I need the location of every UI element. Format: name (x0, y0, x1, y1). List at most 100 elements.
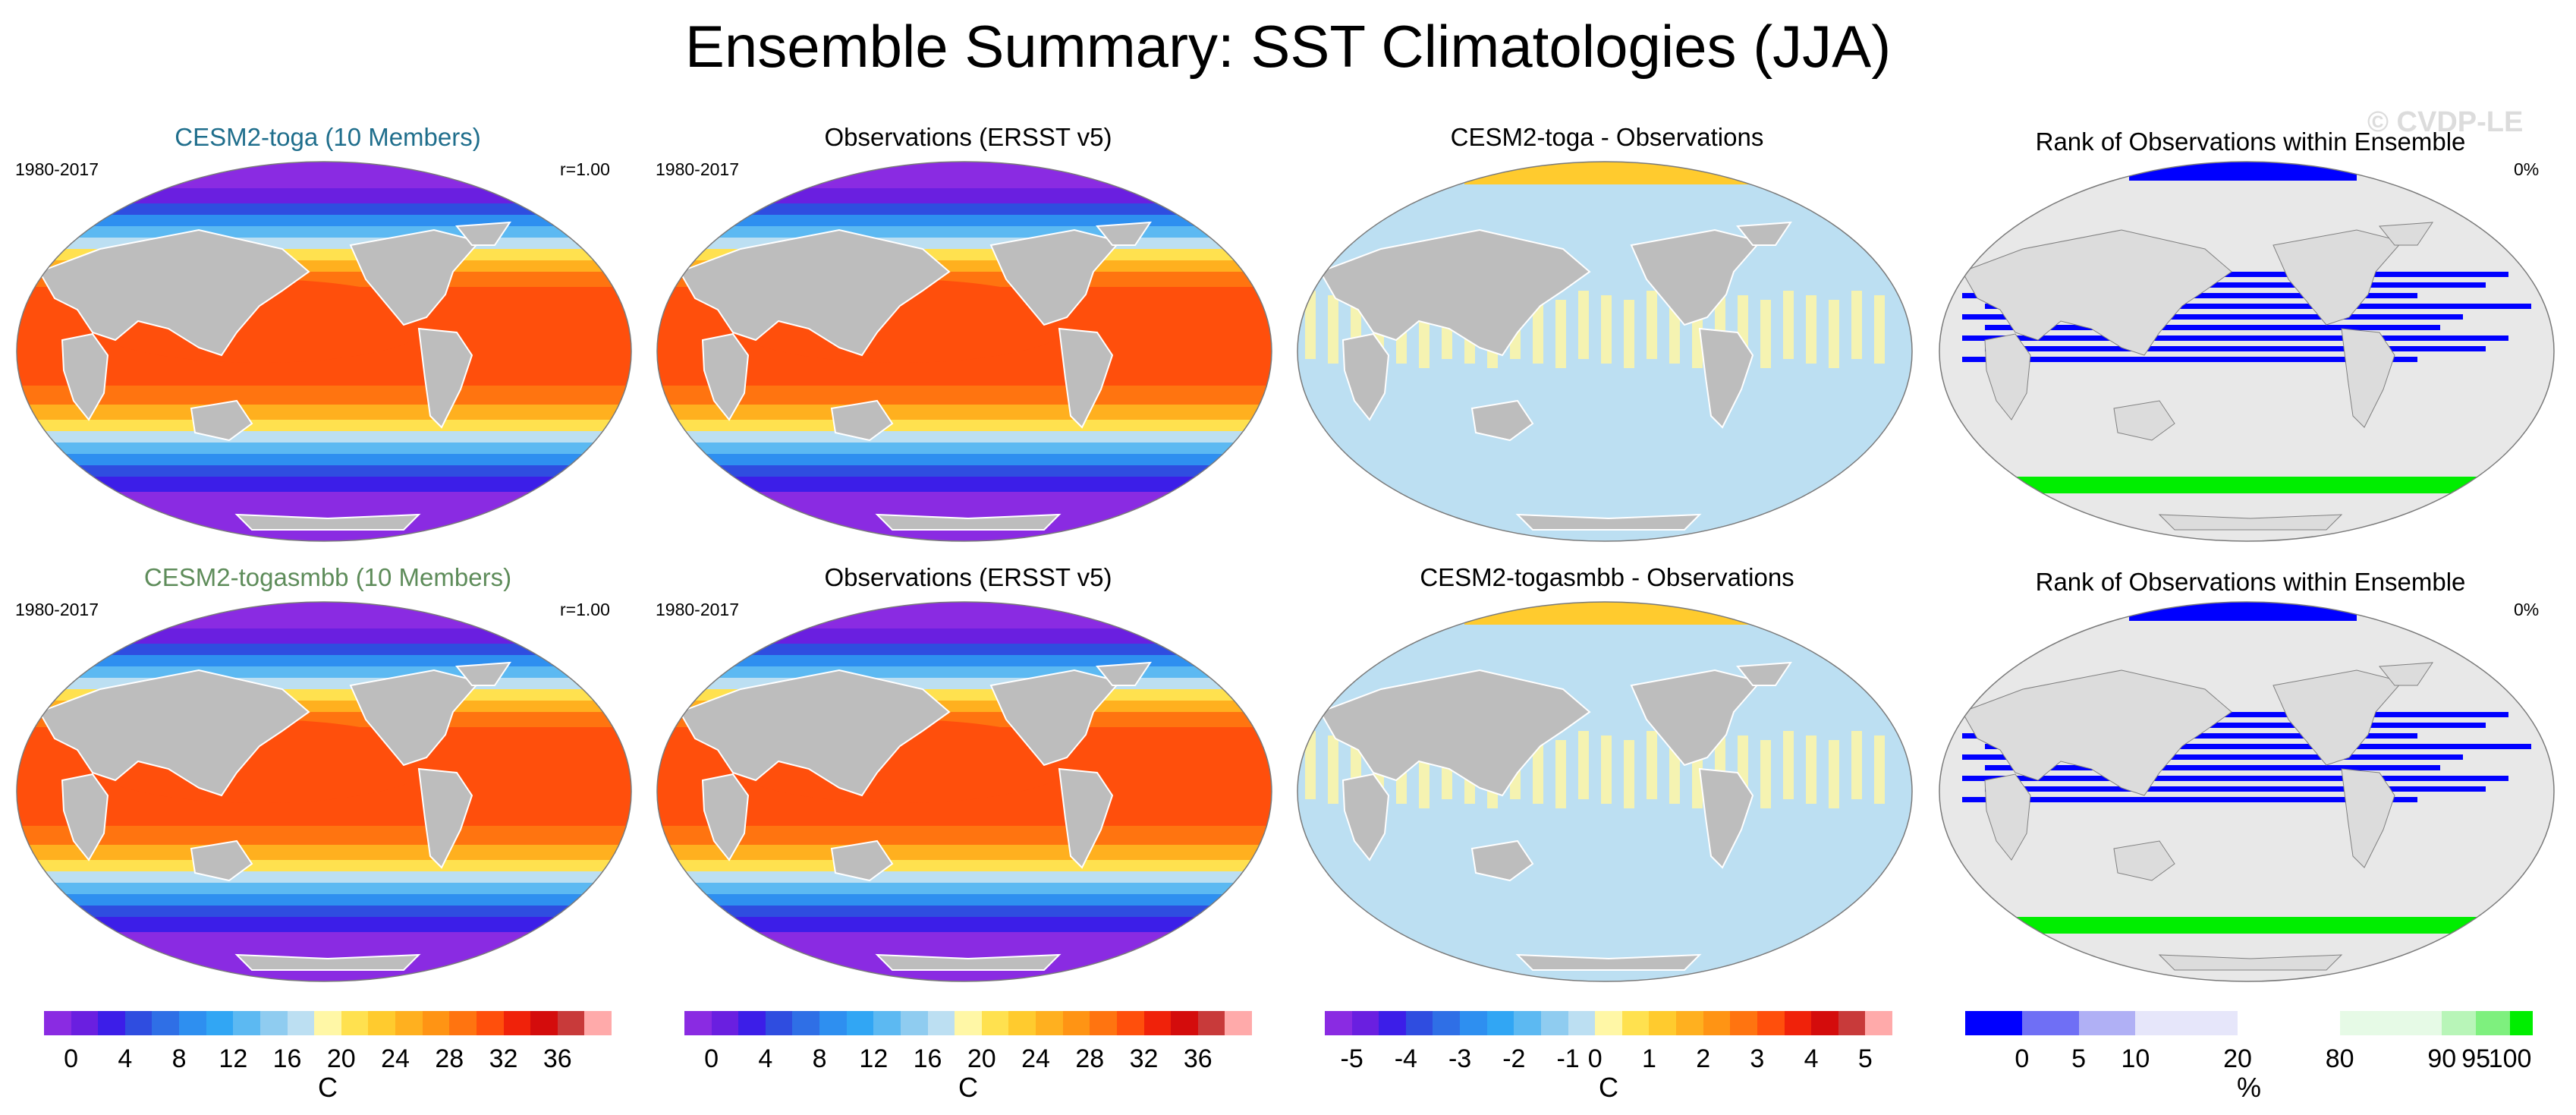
colorbar-swatch (71, 1011, 99, 1035)
colorbar-swatch (1811, 1011, 1839, 1035)
sst-band (657, 226, 1272, 238)
colorbar-tick-label: 10 (2121, 1044, 2150, 1073)
diff-patch (1555, 300, 1566, 368)
colorbar-tick-label: 36 (543, 1044, 572, 1073)
sst-band (17, 666, 631, 678)
rank-stripe (1985, 304, 2531, 309)
land-mass (2341, 328, 2395, 428)
sst-band (17, 894, 631, 906)
rank-stripe (1962, 335, 2508, 341)
sst-band (657, 477, 1272, 492)
land-mass (1698, 767, 1754, 869)
sst-band (17, 602, 631, 628)
colorbar-swatch (476, 1011, 504, 1035)
sst-band (17, 162, 631, 188)
diff-patch (1578, 291, 1589, 359)
land-mass (678, 669, 951, 797)
panel-title-r1c2: Observations (ERSST v5) (824, 123, 1112, 151)
colorbar-swatch (2442, 1011, 2477, 1035)
land-mass (1515, 513, 1702, 531)
land-mass (989, 228, 1121, 326)
colorbar-swatch (1757, 1011, 1785, 1035)
diff-patch (1760, 740, 1771, 808)
colorbar-swatch (1730, 1011, 1758, 1035)
colorbar-tick-label: 0 (704, 1044, 719, 1073)
colorbar-swatch (179, 1011, 207, 1035)
land-mass (2379, 662, 2433, 686)
land-mass (1630, 228, 1762, 326)
colorbar-tick-label: 95 (2461, 1044, 2491, 1073)
land-mass (1984, 773, 2031, 861)
period-label-r2c1: 1980-2017 (15, 600, 99, 619)
diff-patch (1806, 735, 1816, 804)
panel-title-r1c4: Rank of Observations within Ensemble (2035, 128, 2466, 156)
land-mass (989, 669, 1121, 767)
rank-colorbar: 0 5 10 20 80 90 95 100% (1965, 1011, 2534, 1103)
rank-stripe (1985, 325, 2440, 330)
sst-band (657, 215, 1272, 226)
land-mass (455, 661, 511, 686)
colorbar-swatch (846, 1011, 874, 1035)
land-mass (1341, 332, 1390, 421)
colorbar-swatch (981, 1011, 1009, 1035)
land-mass (830, 839, 894, 882)
colorbar-swatch (341, 1011, 369, 1035)
colorbar-swatch (900, 1011, 929, 1035)
colorbar-swatch (449, 1011, 477, 1035)
diff-colorbar: -5 -4 -3 -2 -1 0 1 2 3 4 5 C (1325, 1011, 1893, 1103)
diff-patch (1555, 740, 1566, 808)
colorbar-swatch (2238, 1011, 2341, 1035)
colorbar-tick-label: -1 (1556, 1044, 1580, 1073)
colorbar-tick-label: 90 (2427, 1044, 2457, 1073)
diff-patch (1305, 731, 1316, 799)
land-mass (1319, 669, 1591, 797)
colorbar-swatch (738, 1011, 766, 1035)
colorbar-tick-label: 16 (272, 1044, 302, 1073)
colorbar-tick-label: 3 (1750, 1044, 1765, 1073)
colorbar-swatch (287, 1011, 315, 1035)
map-r1c2 (656, 161, 1272, 542)
sst-band (17, 917, 631, 932)
colorbar-swatch (1351, 1011, 1379, 1035)
sst-band (657, 917, 1272, 932)
land-mass (1058, 327, 1114, 429)
panel-title-r2c2: Observations (ERSST v5) (824, 563, 1112, 591)
land-mass (1961, 229, 2232, 356)
land-mass (1096, 661, 1152, 686)
colorbar-swatch (819, 1011, 848, 1035)
colorbar-swatch (152, 1011, 180, 1035)
colorbar-swatch (1008, 1011, 1036, 1035)
land-mass (61, 773, 109, 861)
colorbar-swatch (503, 1011, 531, 1035)
period-label-r1c1: 1980-2017 (15, 159, 99, 179)
land-mass (2341, 768, 2395, 868)
colorbar-tick-label: 100 (2488, 1044, 2532, 1073)
rank-stripe (1985, 346, 2486, 351)
colorbar-tick-label: 8 (171, 1044, 187, 1073)
colorbar-tick-label: 28 (435, 1044, 464, 1073)
diff-patch (1328, 295, 1338, 364)
sst-band (17, 845, 631, 860)
land-mass (1515, 953, 1702, 971)
colorbar-swatch (927, 1011, 955, 1035)
sst-band (17, 465, 631, 477)
sst-band (657, 203, 1272, 215)
sst-band (17, 431, 631, 443)
sst-band (657, 678, 1272, 689)
colorbar-swatch (1838, 1011, 1866, 1035)
land-mass (678, 228, 951, 357)
rank-stripe (1962, 712, 2508, 717)
corr-label-r1c1: r=1.00 (560, 159, 610, 179)
panel-title-r2c4: Rank of Observations within Ensemble (2035, 568, 2466, 596)
pct-label-r1c4: 0% (2514, 159, 2540, 179)
colorbar-tick-label: 0 (1587, 1044, 1603, 1073)
panel-title-r2c3: CESM2-togasmbb - Observations (1420, 563, 1794, 591)
land-mass (830, 399, 894, 442)
sst-band (17, 906, 631, 917)
rank-stripe (1962, 754, 2463, 760)
colorbar-swatch (1325, 1011, 1353, 1035)
diff-patch (1305, 291, 1316, 359)
diff-patch (1851, 731, 1862, 799)
sst-band (17, 215, 631, 226)
sst-band (657, 431, 1272, 443)
